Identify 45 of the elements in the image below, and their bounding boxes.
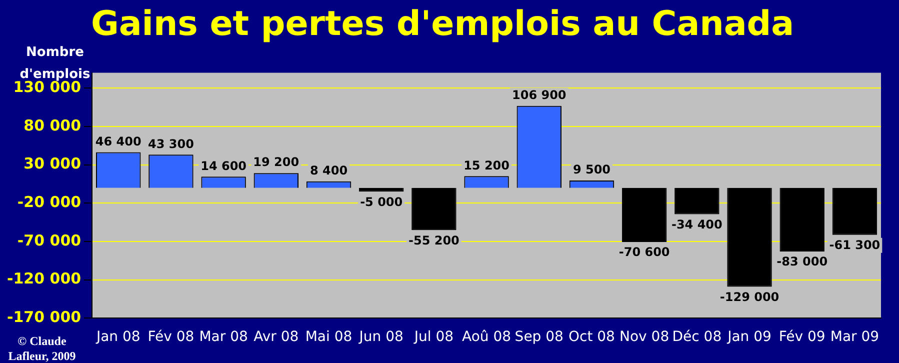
y-axis-title: Nombre d'emplois — [20, 45, 90, 82]
data-label: -83 000 — [776, 254, 828, 269]
x-tick-label: Mar 09 — [830, 329, 880, 346]
text: © Claude Lafleur, 2009 — [7, 334, 77, 363]
x-tick-label: Sep 08 — [514, 329, 564, 346]
x-tick-label: Déc 08 — [672, 329, 722, 346]
data-label: 8 400 — [310, 164, 348, 178]
bar — [832, 188, 878, 235]
bar — [727, 188, 772, 287]
x-tick-label: Oct 08 — [568, 329, 615, 346]
x-tick-label: Jul 08 — [413, 329, 454, 346]
data-label: -61 300 — [829, 238, 880, 252]
x-tick-label: Jun 08 — [358, 329, 404, 346]
data-label: 106 900 — [512, 88, 566, 102]
x-tick-label: Mar 08 — [199, 329, 248, 346]
x-tick-label: Fév 08 — [148, 329, 194, 346]
data-label: -129 000 — [720, 290, 780, 304]
data-label: 46 400 — [95, 134, 142, 148]
x-tick-label: Avr 08 — [254, 329, 299, 346]
y-tick-label: 80 000 — [24, 116, 82, 134]
x-tick-label: Nov 08 — [620, 329, 670, 346]
data-label: -55 200 — [408, 233, 460, 248]
data-label: -5 000 — [360, 194, 403, 209]
x-tick-label: Aoû 08 — [462, 329, 512, 346]
x-tick-label: Jan 09 — [726, 329, 772, 346]
data-label: 43 300 — [148, 136, 194, 151]
y-tick-label: -20 000 — [17, 193, 82, 212]
y-tick-label: -70 000 — [17, 231, 82, 250]
chart-title: Gains et pertes d'emplois au Canada — [90, 4, 794, 44]
data-label: 14 600 — [200, 158, 247, 173]
y-tick-label: -170 000 — [6, 308, 82, 326]
bar — [622, 188, 667, 242]
y-tick-label: -120 000 — [6, 270, 82, 288]
data-label: -34 400 — [671, 217, 722, 232]
y-tick-label: 30 000 — [24, 154, 82, 173]
bar — [412, 188, 456, 230]
x-tick-label: Mai 08 — [305, 329, 352, 346]
data-label: 19 200 — [253, 155, 300, 170]
bar — [674, 188, 720, 214]
data-label: -70 600 — [618, 245, 670, 260]
bar — [780, 188, 824, 252]
data-label: 15 200 — [464, 158, 510, 172]
data-label: 9 500 — [572, 162, 611, 177]
x-tick-label: Fév 09 — [778, 329, 826, 346]
x-tick-label: Jan 08 — [95, 329, 140, 346]
